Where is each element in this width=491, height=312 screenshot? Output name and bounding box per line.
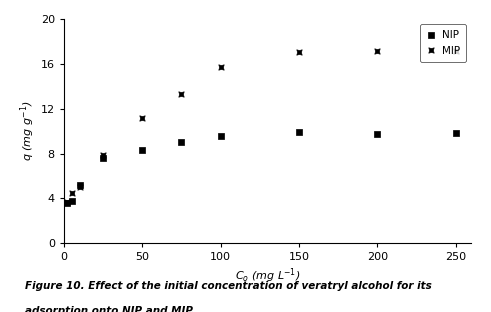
NIP <box>295 130 303 135</box>
MIP <box>217 65 224 70</box>
NIP <box>63 200 71 205</box>
NIP <box>76 183 83 188</box>
MIP <box>177 91 185 96</box>
MIP <box>76 185 83 190</box>
NIP <box>177 140 185 145</box>
MIP <box>68 190 76 195</box>
MIP <box>99 152 107 157</box>
MIP <box>138 115 146 120</box>
Legend: NIP, MIP: NIP, MIP <box>420 24 466 62</box>
MIP <box>373 49 381 54</box>
MIP <box>63 199 71 204</box>
NIP <box>452 131 460 136</box>
X-axis label: $C_o$ (mg L$^{-1}$): $C_o$ (mg L$^{-1}$) <box>235 266 300 285</box>
MIP <box>452 49 460 54</box>
Text: Figure 10. Effect of the initial concentration of veratryl alcohol for its: Figure 10. Effect of the initial concent… <box>25 281 431 291</box>
MIP <box>295 50 303 55</box>
NIP <box>373 132 381 137</box>
NIP <box>99 155 107 160</box>
NIP <box>138 148 146 153</box>
NIP <box>217 133 224 138</box>
Text: adsorption onto NIP and MIP.: adsorption onto NIP and MIP. <box>25 306 194 312</box>
Y-axis label: $q$ (mg g$^{-1}$): $q$ (mg g$^{-1}$) <box>18 101 36 161</box>
NIP <box>68 198 76 203</box>
